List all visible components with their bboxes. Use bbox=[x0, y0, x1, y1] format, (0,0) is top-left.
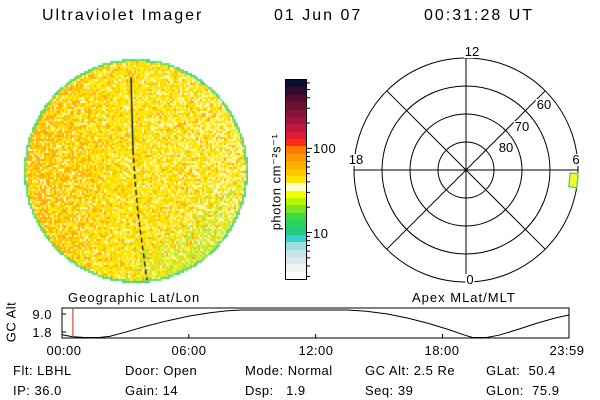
colorbar-band bbox=[286, 139, 306, 146]
colorbar-band bbox=[286, 235, 306, 242]
mlat-label-80: 80 bbox=[498, 142, 514, 154]
colorbar-band bbox=[286, 110, 306, 117]
xtick-0000: 00:00 bbox=[46, 344, 81, 357]
status-glon: GLon: 75.9 bbox=[486, 384, 559, 397]
colorbar-band bbox=[286, 198, 306, 205]
colorbar-unit-label: photon cm⁻²s⁻¹ bbox=[270, 134, 283, 231]
aurora-emission-patch bbox=[569, 173, 578, 188]
mlt-label-12: 12 bbox=[464, 46, 480, 58]
xtick-2359: 23:59 bbox=[549, 344, 584, 357]
colorbar-band bbox=[286, 213, 306, 220]
status-gcalt: GC Alt: 2.5 Re bbox=[365, 364, 455, 377]
mlat-label-60: 60 bbox=[536, 99, 552, 111]
status-mode: Mode: Normal bbox=[245, 364, 333, 377]
colorbar-tick-100: 100 bbox=[313, 142, 336, 155]
status-gain: Gain: 14 bbox=[125, 384, 178, 397]
app-title: Ultraviolet Imager bbox=[42, 7, 203, 25]
colorbar-band bbox=[286, 132, 306, 139]
status-glat: GLat: 50.4 bbox=[486, 364, 556, 377]
date-label: 01 Jun 07 bbox=[274, 7, 362, 25]
colorbar-band bbox=[286, 242, 306, 249]
colorbar-band bbox=[286, 250, 306, 257]
colorbar-band bbox=[286, 154, 306, 161]
mlat-label-70: 70 bbox=[514, 121, 530, 133]
colorbar-band bbox=[286, 161, 306, 168]
colorbar-band bbox=[286, 146, 306, 153]
plot-frame bbox=[62, 308, 569, 338]
time-label: 00:31:28 UT bbox=[424, 7, 534, 25]
colorbar-band bbox=[286, 102, 306, 109]
colorbar-band bbox=[286, 191, 306, 198]
colorbar-band bbox=[286, 124, 306, 131]
gc-alt-curve bbox=[62, 310, 569, 338]
status-seq: Seq: 39 bbox=[365, 384, 413, 397]
colorbar-band bbox=[286, 272, 306, 279]
uvi-display: Ultraviolet Imager 01 Jun 07 00:31:28 UT… bbox=[0, 0, 600, 400]
mlt-label-6: 6 bbox=[571, 154, 580, 166]
colorbar-band bbox=[286, 264, 306, 271]
colorbar-tick-10: 10 bbox=[313, 227, 328, 240]
apex-polar-plot bbox=[344, 40, 594, 296]
colorbar-band bbox=[286, 169, 306, 176]
mlt-label-18: 18 bbox=[348, 154, 364, 166]
xtick-1200: 12:00 bbox=[298, 344, 333, 357]
colorbar-band bbox=[286, 117, 306, 124]
colorbar-band bbox=[286, 205, 306, 212]
uv-disk-image bbox=[22, 57, 248, 283]
status-flt: Flt: LBHL bbox=[13, 364, 72, 377]
xtick-0600: 06:00 bbox=[171, 344, 206, 357]
colorbar-band bbox=[286, 257, 306, 264]
colorbar-band bbox=[286, 176, 306, 183]
colorbar bbox=[285, 79, 307, 280]
colorbar-band bbox=[286, 228, 306, 235]
status-door: Door: Open bbox=[125, 364, 197, 377]
colorbar-band bbox=[286, 95, 306, 102]
status-dsp: Dsp: 1.9 bbox=[245, 384, 306, 397]
status-ip: IP: 36.0 bbox=[13, 384, 62, 397]
colorbar-band bbox=[286, 87, 306, 94]
xtick-1800: 18:00 bbox=[424, 344, 459, 357]
colorbar-band bbox=[286, 220, 306, 227]
colorbar-band bbox=[286, 80, 306, 87]
colorbar-band bbox=[286, 183, 306, 190]
colorbar-ticks bbox=[307, 79, 317, 281]
